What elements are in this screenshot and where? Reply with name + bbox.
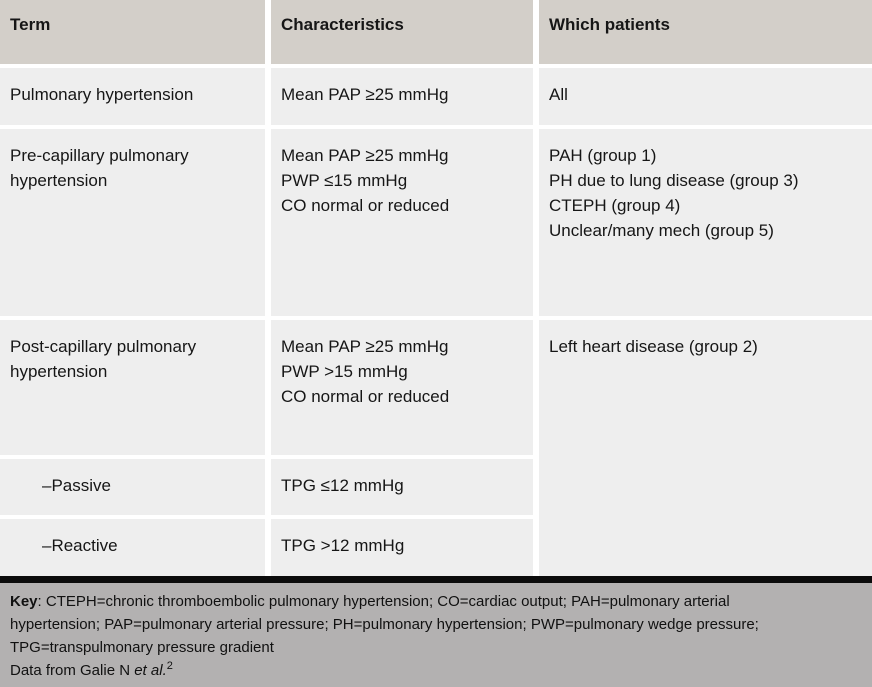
key-text: : CTEPH=chronic thromboembolic pulmonary… — [10, 593, 759, 656]
patients-cell-pre-capillary: PAH (group 1) PH due to lung disease (gr… — [539, 129, 872, 316]
patients-cell-pulmonary-hypertension: All — [539, 68, 872, 125]
term-cell-pulmonary-hypertension: Pulmonary hypertension — [0, 68, 265, 125]
key-label: Key — [10, 593, 38, 610]
header-cell-characteristics: Characteristics — [271, 0, 533, 64]
characteristics-cell-passive: TPG ≤12 mmHg — [271, 459, 533, 515]
header-cell-term: Term — [0, 0, 265, 64]
term-cell-pre-capillary: Pre-capillary pulmonary hypertension — [0, 129, 265, 316]
source-reference-number: 2 — [166, 660, 173, 672]
source-prefix: Data from Galie N — [10, 662, 135, 679]
divider-bar — [0, 576, 872, 583]
source-italic: et al. — [134, 662, 167, 679]
terminology-table: Term Characteristics Which patients Pulm… — [0, 0, 872, 576]
abbreviation-key: Key: CTEPH=chronic thromboembolic pulmon… — [10, 590, 862, 659]
characteristics-cell-reactive: TPG >12 mmHg — [271, 519, 533, 576]
patients-cell-post-capillary: Left heart disease (group 2) — [539, 320, 872, 576]
term-cell-post-capillary: Post-capillary pulmonary hypertension — [0, 320, 265, 455]
footnote-area: Key: CTEPH=chronic thromboembolic pulmon… — [0, 583, 872, 687]
term-cell-reactive: –Reactive — [0, 519, 265, 576]
data-source-line: Data from Galie N et al.2 — [10, 659, 862, 682]
characteristics-cell-pulmonary-hypertension: Mean PAP ≥25 mmHg — [271, 68, 533, 125]
header-cell-which-patients: Which patients — [539, 0, 872, 64]
term-cell-passive: –Passive — [0, 459, 265, 515]
characteristics-cell-post-capillary: Mean PAP ≥25 mmHg PWP >15 mmHg CO normal… — [271, 320, 533, 455]
characteristics-cell-pre-capillary: Mean PAP ≥25 mmHg PWP ≤15 mmHg CO normal… — [271, 129, 533, 316]
